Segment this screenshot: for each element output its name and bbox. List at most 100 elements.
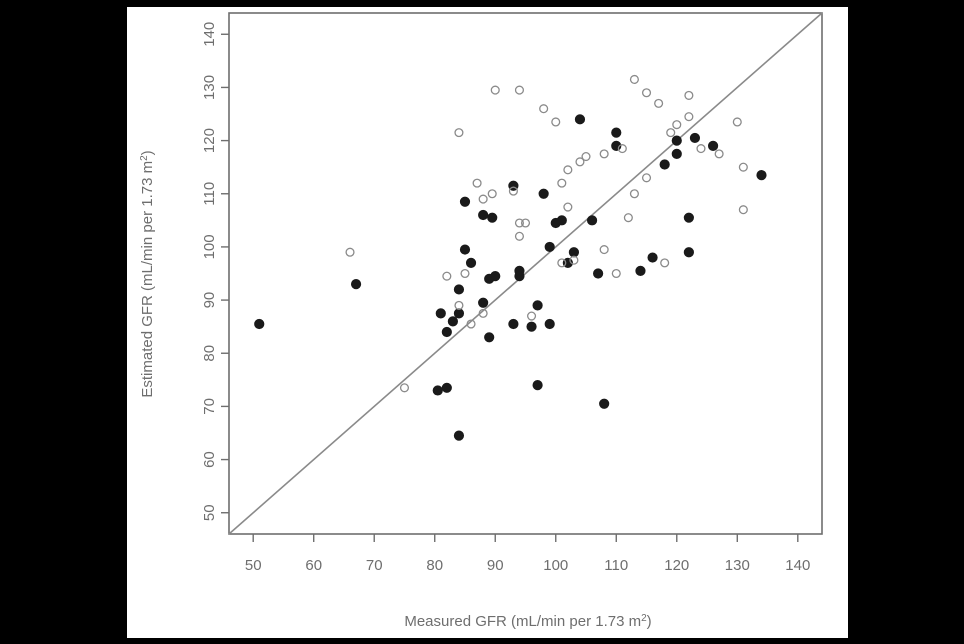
x-tick-label: 80 xyxy=(426,557,443,574)
data-point-open xyxy=(487,189,497,199)
data-point-filled xyxy=(611,127,622,138)
data-point-open xyxy=(399,383,410,393)
data-point-open xyxy=(557,178,567,188)
data-point-open xyxy=(527,311,537,321)
data-point-filled xyxy=(478,297,489,308)
data-point-open xyxy=(508,186,518,196)
x-tick-label: 110 xyxy=(604,557,628,574)
data-point-filled xyxy=(254,318,265,330)
data-point-filled xyxy=(350,279,362,290)
y-axis-title: Estimated GFR (mL/min per 1.73 m2) xyxy=(139,150,157,397)
data-point-filled xyxy=(432,385,443,396)
y-tick-label: 130 xyxy=(201,75,218,100)
chart-panel xyxy=(127,7,848,638)
data-point-filled xyxy=(689,132,701,144)
x-tick-label: 130 xyxy=(725,557,750,574)
data-point-open xyxy=(551,117,561,127)
data-point-filled xyxy=(635,265,646,276)
identity-line xyxy=(228,12,823,535)
data-point-open xyxy=(466,319,476,329)
data-point-filled xyxy=(487,212,498,223)
x-tick-label: 70 xyxy=(366,557,383,574)
data-point-filled xyxy=(683,212,694,223)
data-point-open xyxy=(623,213,633,223)
data-point-open xyxy=(738,205,748,215)
data-point-open xyxy=(514,85,524,95)
data-points xyxy=(254,74,767,441)
data-point-open xyxy=(478,194,488,204)
data-point-open xyxy=(599,149,609,159)
data-point-open xyxy=(490,85,500,95)
data-point-open xyxy=(684,112,694,122)
data-point-filled xyxy=(435,308,446,319)
data-point-open xyxy=(454,128,464,138)
data-point-open xyxy=(460,268,470,279)
data-point-filled xyxy=(538,188,549,199)
x-tick-label: 120 xyxy=(664,557,689,574)
data-point-open xyxy=(569,255,579,265)
data-point-filled xyxy=(593,268,604,279)
y-tick-label: 140 xyxy=(201,22,218,47)
data-point-open xyxy=(684,90,694,100)
data-point-filled xyxy=(532,380,543,391)
data-point-open xyxy=(520,218,531,228)
data-point-open xyxy=(472,178,482,188)
data-point-open xyxy=(738,162,748,172)
data-point-filled xyxy=(526,321,537,332)
x-axis-title-end: ) xyxy=(647,613,652,630)
y-axis-title-main: Estimated GFR (mL/min per 1.73 m xyxy=(139,161,156,398)
data-point-filled xyxy=(574,114,586,125)
data-point-open xyxy=(666,128,676,138)
y-axis-title-sup: 2 xyxy=(139,155,150,161)
data-point-open xyxy=(514,218,524,228)
data-point-open xyxy=(714,149,724,159)
y-tick-label: 90 xyxy=(201,292,218,309)
data-point-filled xyxy=(514,271,525,282)
data-point-filled xyxy=(484,332,495,343)
data-point-open xyxy=(732,117,742,127)
data-point-open xyxy=(672,120,682,130)
data-point-filled xyxy=(707,140,719,152)
x-tick-label: 60 xyxy=(305,557,322,574)
data-point-open xyxy=(696,144,706,154)
data-point-open xyxy=(557,258,567,268)
data-point-filled xyxy=(671,148,682,159)
plot-frame xyxy=(228,12,823,535)
data-point-filled xyxy=(465,257,477,268)
y-tick-label: 70 xyxy=(201,398,218,415)
data-point-filled xyxy=(490,271,501,282)
x-axis: 50 60 70 80 90 100 110 120 130 140 xyxy=(245,534,810,574)
data-point-filled xyxy=(453,308,465,319)
data-point-open xyxy=(599,245,609,255)
data-point-open xyxy=(454,300,464,310)
x-tick-label: 50 xyxy=(245,557,262,574)
data-point-filled xyxy=(459,244,471,255)
data-point-filled xyxy=(441,382,452,393)
y-tick-label: 50 xyxy=(201,504,218,521)
data-point-open xyxy=(641,173,652,183)
data-point-open xyxy=(575,157,585,167)
data-point-open xyxy=(629,74,639,85)
x-tick-label: 90 xyxy=(487,557,504,574)
x-axis-title-sup: 2 xyxy=(641,613,647,624)
data-point-filled xyxy=(659,159,670,170)
data-point-filled xyxy=(532,300,543,311)
data-point-filled xyxy=(441,326,452,338)
y-axis: 50 60 70 80 90 100 110 120 130 140 xyxy=(201,22,229,521)
data-point-filled xyxy=(453,430,465,441)
data-point-filled xyxy=(599,398,610,409)
data-point-filled xyxy=(756,170,767,181)
data-point-open xyxy=(563,165,573,175)
data-point-filled xyxy=(568,247,580,258)
data-point-filled xyxy=(586,215,598,226)
data-point-filled xyxy=(508,318,519,330)
y-tick-label: 100 xyxy=(201,234,218,259)
y-tick-label: 60 xyxy=(201,451,218,468)
data-point-filled xyxy=(647,252,658,263)
data-point-open xyxy=(563,202,573,212)
data-point-open xyxy=(478,308,488,318)
x-tick-label: 140 xyxy=(785,557,810,574)
data-point-filled xyxy=(544,241,555,253)
data-point-open xyxy=(617,144,627,154)
